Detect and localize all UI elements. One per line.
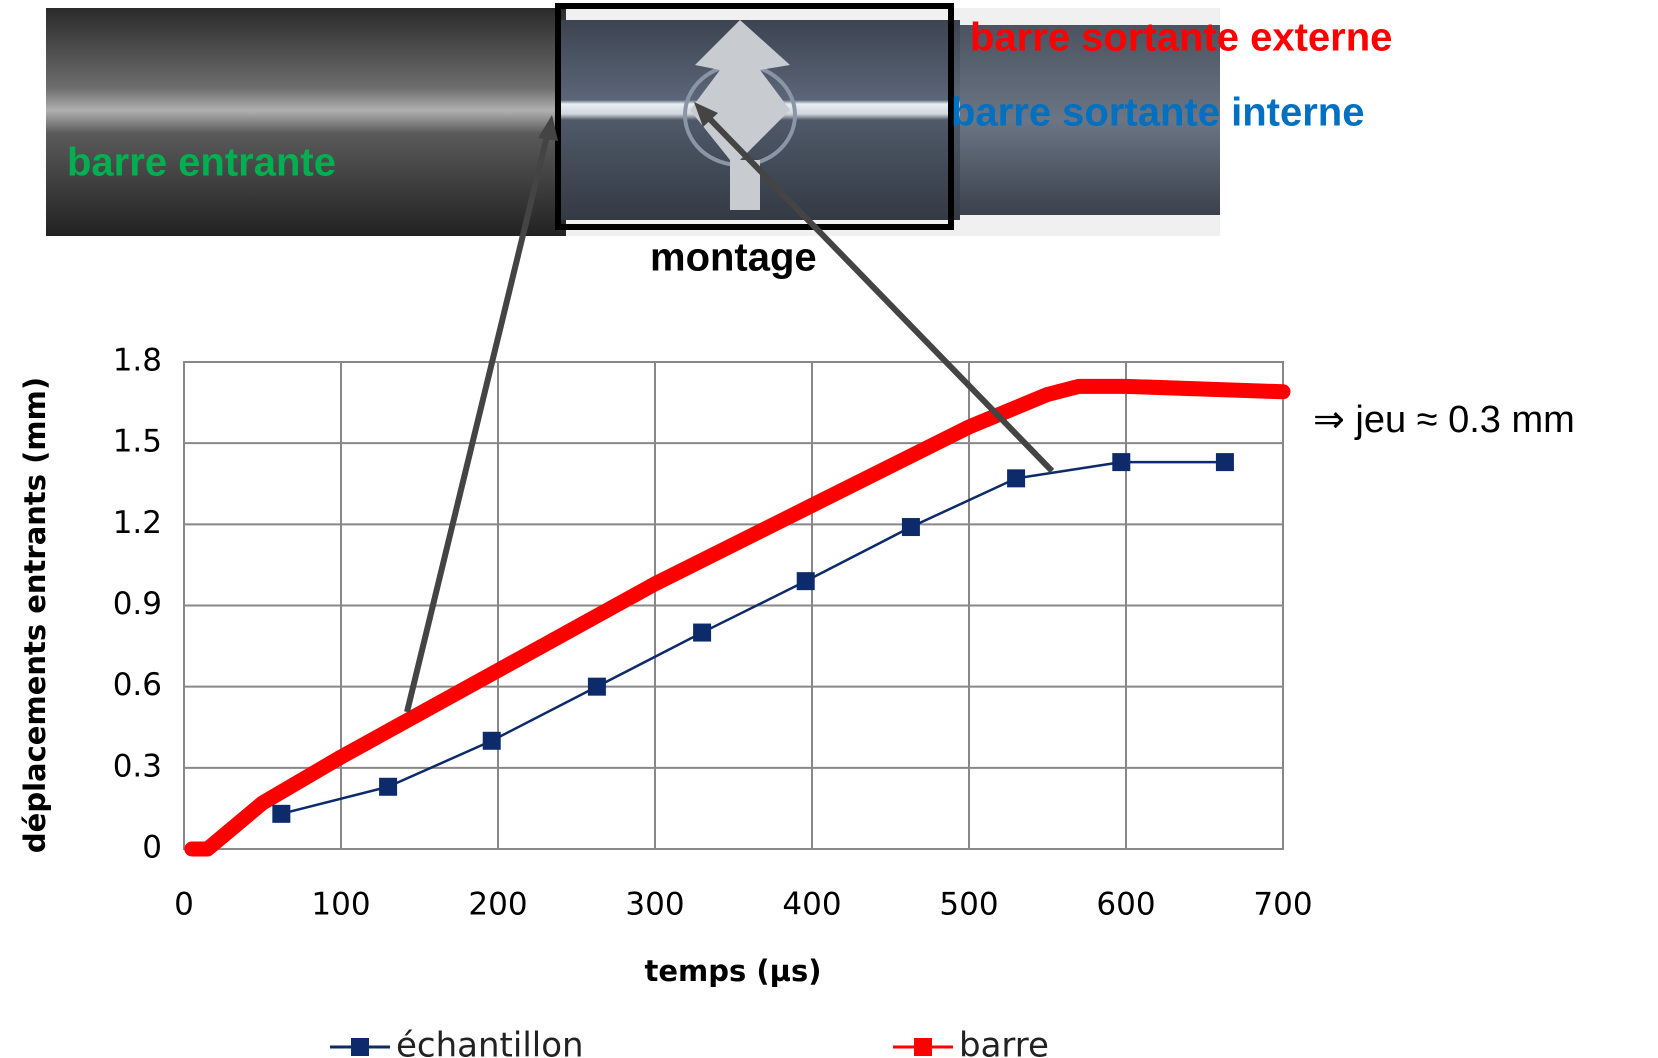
annotation: ⇒ jeu ≈ 0.3 mm — [1313, 399, 1575, 441]
arrow — [702, 111, 1055, 474]
photo-label: barre sortante interne — [951, 91, 1364, 135]
x-tick-label: 300 — [625, 887, 684, 923]
series-line — [280, 460, 1227, 816]
marker — [1007, 469, 1026, 488]
x-tick-label: 100 — [311, 887, 370, 923]
specimen — [690, 20, 790, 210]
x-axis-title: temps (µs) — [645, 954, 822, 988]
y-tick-label: 1.2 — [113, 505, 162, 541]
marker — [693, 623, 712, 642]
setup-frame — [555, 3, 954, 230]
marker — [379, 777, 398, 796]
marker — [901, 518, 920, 537]
marker — [272, 804, 291, 823]
plot: 0 0.3 0.6 0.9 1.2 1.5 1.8 0 100 200 300 400 500 600 70… — [113, 343, 1313, 1058]
legend-marker — [351, 1038, 369, 1056]
marker — [796, 572, 815, 591]
legend-marker — [914, 1038, 932, 1056]
y-tick-label: 0.9 — [113, 586, 162, 622]
photo: barre entrante barre sortante externe ba… — [46, 3, 1392, 236]
marker — [587, 677, 606, 696]
photo-label: barre sortante externe — [970, 16, 1392, 60]
x-tick-label: 500 — [939, 887, 998, 923]
arrow-head — [694, 102, 718, 127]
photo-label: montage — [650, 236, 817, 280]
y-axis-title: déplacements entrants (mm) — [18, 377, 52, 853]
y-tick-label: 0.6 — [113, 667, 162, 703]
y-tick-label: 0 — [142, 830, 162, 866]
marker — [482, 731, 501, 750]
x-tick-label: 0 — [174, 887, 194, 923]
x-tick-label: 200 — [468, 887, 527, 923]
arrows — [404, 102, 1055, 713]
inlet-bar — [46, 8, 566, 236]
y-tick-label: 1.5 — [113, 424, 162, 460]
legend-label: échantillon — [396, 1026, 584, 1058]
outlet-bar — [960, 25, 1220, 215]
y-tick-label: 1.8 — [113, 343, 162, 379]
x-tick-label: 400 — [782, 887, 841, 923]
arrow-head — [538, 115, 558, 141]
marker — [1215, 453, 1234, 472]
marker — [1112, 453, 1131, 472]
photo-label: barre entrante — [67, 141, 336, 185]
legend-label: barre — [959, 1026, 1049, 1058]
x-tick-label: 700 — [1253, 887, 1312, 923]
arrow — [404, 127, 552, 713]
x-tick-label: 600 — [1096, 887, 1155, 923]
y-tick-label: 0.3 — [113, 748, 162, 784]
series-line — [184, 378, 1291, 857]
